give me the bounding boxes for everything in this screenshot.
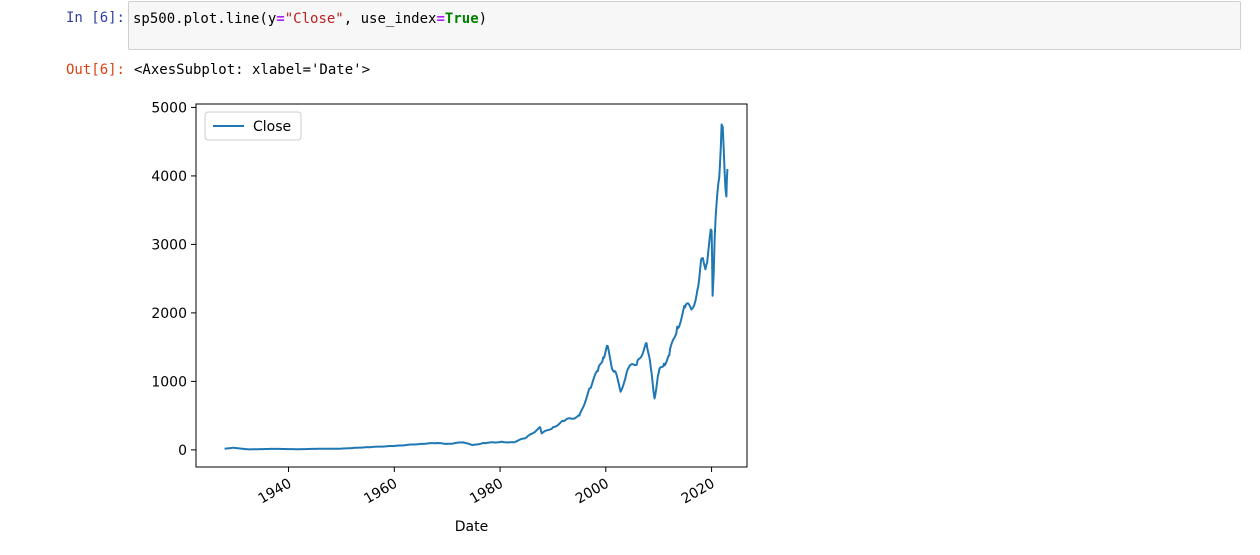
code-keyword: True xyxy=(444,11,479,27)
code-token: ) xyxy=(478,11,488,27)
x-axis-label: Date xyxy=(455,519,488,535)
legend: Close xyxy=(204,111,302,141)
code-operator: = xyxy=(436,11,445,27)
output-prompt: Out[6]: xyxy=(65,62,125,78)
code-operator: = xyxy=(276,11,285,27)
x-tick-label: 1960 xyxy=(361,476,400,508)
y-tick-label: 3000 xyxy=(151,237,187,253)
y-tick-label: 2000 xyxy=(151,306,187,322)
legend-box xyxy=(204,111,302,141)
x-tick-label: 1980 xyxy=(467,476,506,508)
y-tick-label: 5000 xyxy=(151,100,187,116)
code-token: sp500.plot.line(y xyxy=(133,11,277,27)
y-tick-label: 0 xyxy=(178,443,187,459)
y-tick-label: 4000 xyxy=(151,169,187,185)
code-string: "Close" xyxy=(284,11,344,27)
x-tick-label: 1940 xyxy=(256,476,295,508)
x-tick-label: 2020 xyxy=(679,476,718,508)
output-repr: <AxesSubplot: xlabel='Date'> xyxy=(134,62,371,78)
y-axis: 0 1000 2000 3000 4000 5000 xyxy=(151,100,196,459)
x-axis: 1940 1960 1980 2000 2020 xyxy=(256,467,718,507)
line-chart: 0 1000 2000 3000 4000 5000 1940 1960 1980 2000 20… xyxy=(151,100,748,535)
input-prompt: In [6]: xyxy=(65,10,125,26)
figure: 0 1000 2000 3000 4000 5000 1940 1960 1980 2000 20… xyxy=(130,88,770,555)
series-line-close xyxy=(224,123,729,451)
code-input-area[interactable]: sp500.plot.line(y="Close", use_index=Tru… xyxy=(128,1,1241,50)
code-token: , use_index xyxy=(343,11,437,27)
legend-label-close: Close xyxy=(253,119,291,135)
plot-frame xyxy=(195,103,748,468)
x-tick-label: 2000 xyxy=(573,476,612,508)
plot-series xyxy=(224,123,729,451)
y-tick-label: 1000 xyxy=(151,374,187,390)
